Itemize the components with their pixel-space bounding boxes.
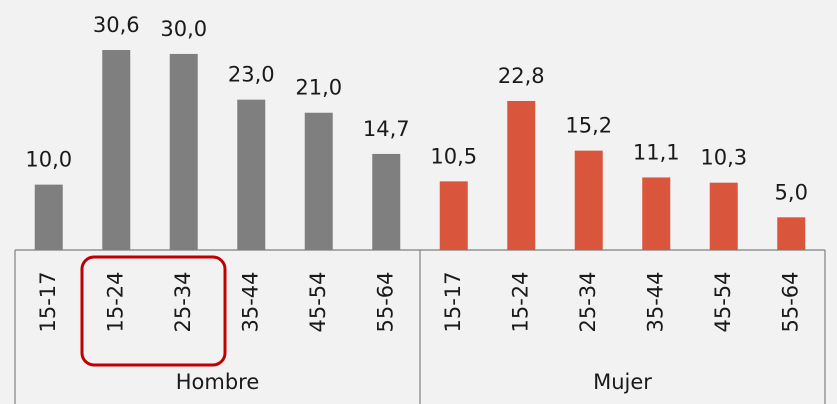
value-label: 10,5 [430,144,477,168]
bar [709,182,738,250]
category-label: 15-24 [103,271,127,332]
value-label: 10,3 [700,146,747,170]
category-label: 55-64 [778,271,802,332]
category-label: 25-34 [576,271,600,332]
bar [169,53,198,250]
group-label: Mujer [593,370,652,394]
bar [34,184,63,250]
value-label: 23,0 [228,63,275,87]
category-label: 25-34 [171,271,195,332]
bar [642,177,671,250]
value-label: 5,0 [775,180,808,204]
category-label: 15-17 [441,271,465,332]
bar [372,153,401,250]
bar [777,217,806,250]
category-label: 15-24 [508,271,532,332]
value-label: 10,0 [25,148,72,172]
bar [237,99,266,250]
value-label: 14,7 [363,117,410,141]
value-label: 21,0 [295,76,342,100]
category-label: 45-54 [711,271,735,332]
value-label: 11,1 [633,140,680,164]
category-label: 45-54 [306,271,330,332]
bar [507,100,536,250]
value-label: 30,6 [93,13,140,37]
category-label: 15-17 [36,271,60,332]
bar [439,181,468,250]
highlight-box [80,255,227,367]
category-label: 55-64 [373,271,397,332]
value-label: 30,0 [160,17,207,41]
group-label: Hombre [176,370,260,394]
bar [102,50,131,250]
value-label: 15,2 [565,114,612,138]
bar [304,112,333,251]
category-label: 35-44 [643,271,667,332]
category-label: 35-44 [238,271,262,332]
value-label: 22,8 [498,64,545,88]
bar [574,150,603,250]
